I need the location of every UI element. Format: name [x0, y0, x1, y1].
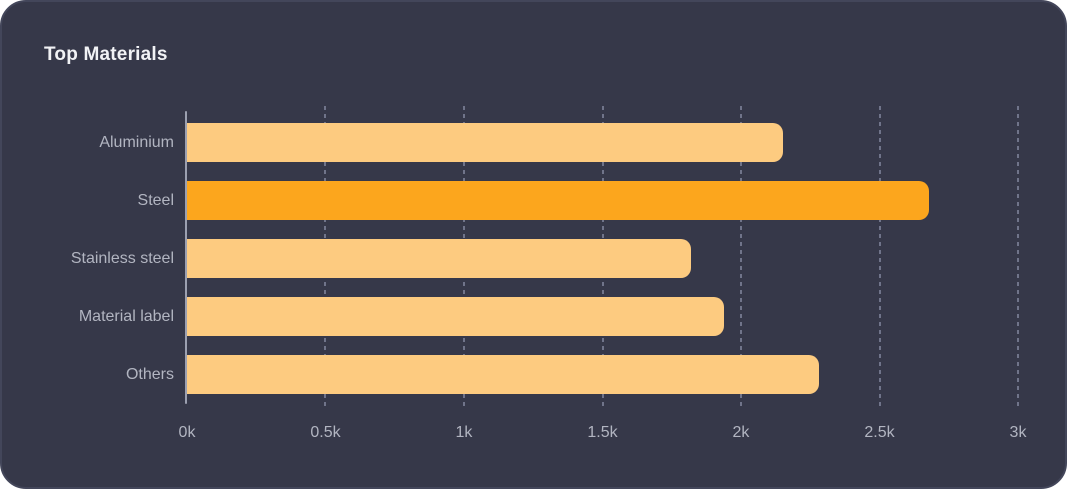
bar-stainless-steel[interactable]: [187, 239, 692, 278]
category-label-stainless-steel: Stainless steel: [70, 250, 174, 267]
y-axis-line: [185, 111, 187, 404]
x-tick-label-2k: 2k: [732, 424, 750, 441]
plot-area: 0k 0.5k 1k 1.5k 2k 2.5k 3k Aluminium Steel Stainl…: [71, 106, 1026, 441]
category-label-others: Others: [125, 366, 174, 383]
x-tick-label-1.5k: 1.5k: [587, 424, 618, 441]
category-label-aluminium: Aluminium: [99, 134, 174, 151]
x-tick-label-2.5k: 2.5k: [864, 424, 895, 441]
category-label-steel: Steel: [137, 192, 174, 209]
x-tick-label-0k: 0k: [178, 424, 196, 441]
bar-steel[interactable]: [187, 181, 930, 220]
gridline-2k: [739, 106, 742, 406]
x-tick-label-1k: 1k: [455, 424, 473, 441]
category-label-material-label: Material label: [78, 308, 174, 325]
bar-aluminium[interactable]: [187, 123, 783, 162]
chart-title: Top Materials: [44, 44, 168, 65]
x-tick-label-3k: 3k: [1009, 424, 1027, 441]
bar-material-label[interactable]: [187, 297, 725, 336]
x-tick-label-0.5k: 0.5k: [310, 424, 341, 441]
gridline-2.5k: [878, 106, 881, 406]
bar-others[interactable]: [187, 355, 819, 394]
gridline-3k: [1017, 106, 1019, 406]
